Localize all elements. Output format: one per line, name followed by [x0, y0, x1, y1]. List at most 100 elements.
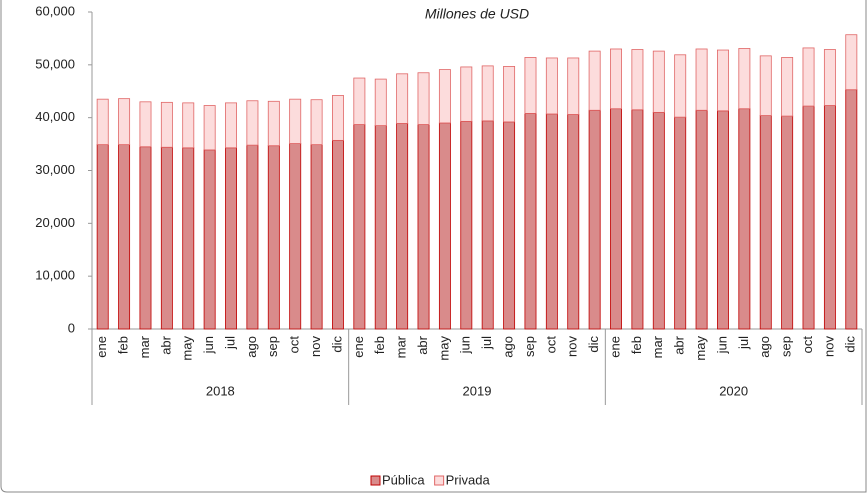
bar-segment — [823, 49, 836, 106]
bar-segment — [802, 105, 815, 330]
bar-segment — [438, 69, 451, 124]
bar-segment — [738, 108, 751, 330]
bar-segment — [610, 48, 622, 110]
x-tick-label: dic — [843, 336, 858, 353]
bar-segment — [460, 66, 473, 122]
x-tick-label: nov — [308, 336, 323, 357]
bar-segment — [374, 78, 387, 126]
legend-label: Pública — [382, 472, 425, 487]
x-tick-label: dic — [329, 336, 344, 353]
bar-segment — [695, 48, 708, 111]
bar-segment — [781, 57, 794, 117]
legend-label: Privada — [446, 472, 491, 487]
bar-segment — [652, 111, 665, 330]
x-tick-label: jul — [222, 336, 237, 350]
bar-segment — [438, 122, 451, 330]
bar-segment — [845, 89, 858, 330]
x-tick-label: oct — [800, 336, 815, 354]
y-tick-label: 30,000 — [35, 162, 75, 177]
y-tick-label: 10,000 — [35, 268, 75, 283]
bar-segment — [567, 114, 580, 330]
x-tick-label: ene — [94, 336, 109, 358]
bar-segment — [374, 125, 387, 330]
bar-segment — [674, 54, 687, 118]
bar-segment — [267, 145, 280, 330]
bar-segment — [460, 120, 473, 330]
x-tick-label: jun — [201, 336, 216, 354]
x-tick-label: may — [436, 336, 451, 361]
bar-segment — [717, 110, 729, 330]
bar-segment — [182, 147, 195, 330]
bar-segment — [823, 105, 836, 330]
legend-swatch — [370, 475, 381, 486]
bar-segment — [139, 101, 152, 148]
x-tick-label: feb — [372, 336, 387, 354]
x-tick-label: mar — [650, 335, 665, 358]
x-tick-label: may — [180, 336, 195, 361]
x-tick-label: nov — [565, 336, 580, 357]
x-tick-label: ago — [501, 336, 516, 358]
x-tick-label: jul — [736, 336, 751, 350]
x-tick-label: sep — [779, 336, 794, 357]
bar-segment — [139, 146, 152, 330]
x-tick-label: abr — [415, 335, 430, 354]
bar-segment — [353, 77, 366, 125]
bar-segment — [588, 50, 601, 111]
bar-segment — [695, 109, 708, 330]
bar-segment — [503, 121, 516, 330]
x-tick-label: ago — [244, 336, 259, 358]
x-tick-label: oct — [287, 336, 302, 354]
bar-segment — [781, 115, 794, 330]
x-tick-label: abr — [158, 335, 173, 354]
bar-segment — [310, 144, 323, 330]
bar-segment — [160, 146, 173, 330]
bar-segment — [588, 109, 601, 330]
x-tick-label: oct — [543, 336, 558, 354]
x-tick-label: dic — [586, 336, 601, 353]
bar-segment — [332, 95, 344, 141]
y-tick-label: 40,000 — [35, 109, 75, 124]
bar-segment — [96, 98, 109, 146]
bar-segment — [396, 123, 409, 330]
bar-segment — [289, 143, 302, 330]
y-tick-label: 60,000 — [35, 3, 75, 18]
x-tick-label: jun — [458, 336, 473, 354]
bar-segment — [610, 108, 622, 330]
bar-segment — [738, 48, 751, 110]
y-tick-label: 0 — [68, 320, 75, 335]
x-tick-label: abr — [672, 335, 687, 354]
bar-segment — [417, 124, 430, 330]
x-tick-label: sep — [265, 336, 280, 357]
x-tick-label: ago — [757, 336, 772, 358]
x-tick-label: feb — [629, 336, 644, 354]
bar-segment — [225, 147, 237, 330]
bar-segment — [96, 144, 109, 330]
chart-title: Millones de USD — [425, 6, 529, 22]
group-label: 2019 — [463, 383, 492, 398]
x-tick-label: feb — [116, 336, 131, 354]
y-tick-label: 20,000 — [35, 215, 75, 230]
y-tick-label: 50,000 — [35, 56, 75, 71]
x-tick-label: ene — [351, 336, 366, 358]
x-tick-label: nov — [821, 336, 836, 357]
bar-segment — [203, 105, 216, 151]
bar-segment — [417, 72, 430, 125]
bar-segment — [332, 139, 344, 330]
bar-segment — [118, 98, 131, 146]
bar-segment — [481, 65, 494, 122]
bar-segment — [524, 57, 537, 114]
bar-segment — [310, 99, 323, 146]
bar-segment — [631, 109, 644, 330]
x-tick-label: jun — [714, 336, 729, 354]
x-tick-label: ene — [607, 336, 622, 358]
bar-segment — [802, 47, 815, 107]
x-tick-label: mar — [394, 335, 409, 358]
bar-segment — [246, 100, 259, 146]
bar-segment — [845, 34, 858, 91]
bar-segment — [759, 55, 772, 116]
bar-segment — [246, 144, 259, 330]
bar-segment — [289, 98, 302, 144]
x-tick-label: jul — [479, 336, 494, 350]
